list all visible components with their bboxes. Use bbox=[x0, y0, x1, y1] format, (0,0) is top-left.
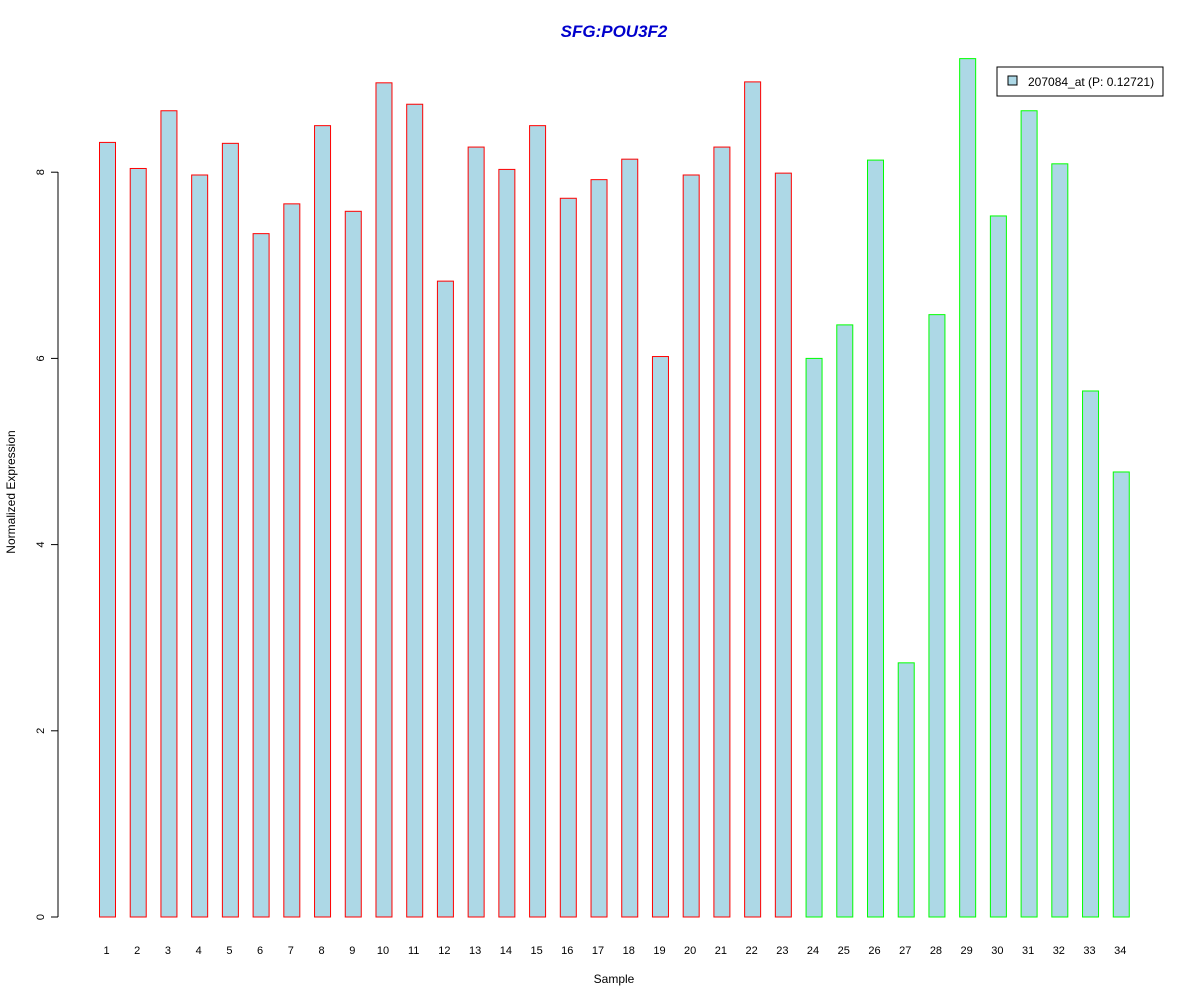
x-tick-label: 33 bbox=[1083, 945, 1095, 957]
x-tick-label: 23 bbox=[776, 945, 788, 957]
bar-sample-25 bbox=[836, 324, 854, 918]
x-tick-label: 29 bbox=[961, 945, 973, 957]
x-tick-label: 21 bbox=[715, 945, 727, 957]
bar-sample-4 bbox=[191, 174, 209, 918]
bar-sample-9 bbox=[344, 210, 362, 918]
x-axis-tick-labels: 1 2 3 4 5 6 7 8 9 10 11 12 13 14 15 16 17 18 19 20 21 22 23 24 2… bbox=[103, 945, 1126, 957]
bar-sample-2 bbox=[129, 167, 147, 918]
bar-sample-32 bbox=[1051, 163, 1069, 918]
x-tick-label: 34 bbox=[1114, 945, 1126, 957]
bar-sample-26 bbox=[867, 159, 884, 918]
bar-sample-27 bbox=[897, 662, 915, 918]
x-tick-label: 19 bbox=[653, 945, 665, 957]
y-tick-label: 4 bbox=[35, 542, 47, 548]
x-tick-label: 1 bbox=[103, 945, 109, 957]
x-tick-label: 6 bbox=[257, 945, 263, 957]
bars-group bbox=[99, 58, 1130, 918]
bar-sample-29 bbox=[959, 58, 977, 918]
bar-sample-24 bbox=[805, 357, 823, 918]
x-tick-label: 27 bbox=[899, 945, 911, 957]
bar-sample-23 bbox=[774, 172, 792, 918]
x-axis-label: Sample bbox=[594, 972, 635, 986]
x-tick-label: 24 bbox=[807, 945, 819, 957]
y-axis-label: Normalized Expression bbox=[4, 430, 18, 553]
x-tick-label: 25 bbox=[838, 945, 850, 957]
legend-box bbox=[996, 66, 1164, 97]
x-tick-label: 10 bbox=[377, 945, 389, 957]
x-tick-label: 20 bbox=[684, 945, 696, 957]
bar-sample-30 bbox=[989, 215, 1007, 918]
bar-sample-19 bbox=[651, 356, 669, 918]
y-tick-label: 2 bbox=[35, 728, 47, 734]
y-tick-label: 6 bbox=[35, 355, 47, 361]
legend-label: 207084_at (P: 0.12721) bbox=[1028, 75, 1154, 89]
bar-sample-8 bbox=[314, 125, 332, 918]
x-tick-label: 7 bbox=[288, 945, 294, 957]
x-tick-label: 13 bbox=[469, 945, 481, 957]
bar-sample-6 bbox=[252, 233, 270, 918]
bar-sample-14 bbox=[498, 168, 516, 918]
bar-sample-10 bbox=[375, 82, 393, 918]
x-tick-label: 11 bbox=[408, 945, 419, 957]
y-axis-ticks: 0 2 4 6 8 bbox=[35, 169, 58, 920]
bar-sample-3 bbox=[160, 110, 178, 918]
bar-sample-12 bbox=[436, 280, 454, 918]
x-tick-label: 18 bbox=[623, 945, 635, 957]
bar-sample-11 bbox=[406, 103, 424, 918]
bar-sample-17 bbox=[590, 179, 608, 918]
x-tick-label: 22 bbox=[745, 945, 757, 957]
bar-sample-31 bbox=[1020, 110, 1038, 918]
x-tick-label: 15 bbox=[530, 945, 542, 957]
x-tick-label: 14 bbox=[500, 945, 512, 957]
bar-sample-20 bbox=[682, 174, 700, 918]
x-tick-label: 31 bbox=[1022, 945, 1034, 957]
x-tick-label: 30 bbox=[991, 945, 1003, 957]
x-tick-label: 2 bbox=[134, 945, 140, 957]
bar-sample-5 bbox=[221, 142, 239, 918]
y-tick-label: 8 bbox=[35, 169, 47, 175]
legend: 207084_at (P: 0.12721) bbox=[996, 66, 1164, 97]
bar-sample-34 bbox=[1112, 471, 1130, 918]
x-tick-label: 9 bbox=[349, 945, 355, 957]
x-tick-label: 12 bbox=[438, 945, 450, 957]
bar-sample-1 bbox=[99, 141, 116, 918]
x-tick-label: 32 bbox=[1053, 945, 1065, 957]
x-tick-label: 3 bbox=[165, 945, 171, 957]
x-tick-label: 4 bbox=[196, 945, 202, 957]
chart-title: SFG:POU3F2 bbox=[561, 22, 668, 41]
x-tick-label: 28 bbox=[930, 945, 942, 957]
bar-sample-18 bbox=[621, 158, 639, 918]
x-tick-label: 26 bbox=[868, 945, 880, 957]
bar-sample-15 bbox=[529, 125, 547, 918]
legend-swatch bbox=[1007, 75, 1018, 86]
bar-sample-21 bbox=[713, 146, 731, 918]
x-tick-label: 8 bbox=[318, 945, 324, 957]
x-tick-label: 17 bbox=[592, 945, 604, 957]
bar-sample-33 bbox=[1082, 390, 1100, 918]
bar-sample-22 bbox=[744, 81, 762, 918]
bar-sample-7 bbox=[283, 203, 301, 918]
x-tick-label: 5 bbox=[226, 945, 232, 957]
y-tick-label: 0 bbox=[35, 914, 47, 920]
bar-sample-13 bbox=[467, 146, 485, 918]
bar-sample-28 bbox=[928, 314, 946, 918]
bar-sample-16 bbox=[559, 197, 577, 918]
x-tick-label: 16 bbox=[561, 945, 573, 957]
